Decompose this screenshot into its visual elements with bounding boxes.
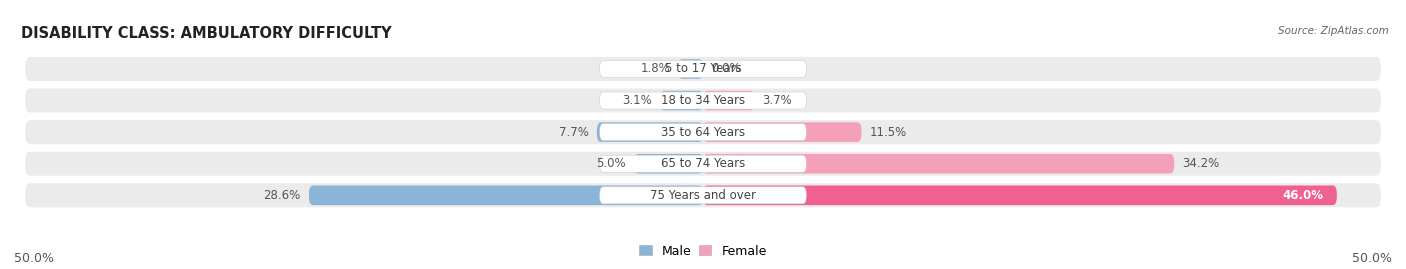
Text: 50.0%: 50.0%	[14, 252, 53, 265]
Text: 5 to 17 Years: 5 to 17 Years	[665, 62, 741, 75]
FancyBboxPatch shape	[703, 91, 754, 110]
Text: 3.1%: 3.1%	[623, 94, 652, 107]
FancyBboxPatch shape	[599, 187, 807, 204]
Text: Source: ZipAtlas.com: Source: ZipAtlas.com	[1278, 26, 1389, 36]
Text: DISABILITY CLASS: AMBULATORY DIFFICULTY: DISABILITY CLASS: AMBULATORY DIFFICULTY	[21, 26, 392, 41]
FancyBboxPatch shape	[309, 186, 703, 205]
Text: 65 to 74 Years: 65 to 74 Years	[661, 157, 745, 170]
FancyBboxPatch shape	[599, 123, 807, 141]
Text: 46.0%: 46.0%	[1282, 189, 1323, 202]
FancyBboxPatch shape	[598, 122, 703, 142]
Text: 34.2%: 34.2%	[1182, 157, 1220, 170]
Text: 1.8%: 1.8%	[640, 62, 669, 75]
Text: 35 to 64 Years: 35 to 64 Years	[661, 126, 745, 139]
Text: 18 to 34 Years: 18 to 34 Years	[661, 94, 745, 107]
Text: 28.6%: 28.6%	[263, 189, 301, 202]
FancyBboxPatch shape	[678, 59, 703, 79]
Text: 50.0%: 50.0%	[1353, 252, 1392, 265]
Text: 75 Years and over: 75 Years and over	[650, 189, 756, 202]
FancyBboxPatch shape	[599, 155, 807, 172]
Text: 7.7%: 7.7%	[558, 126, 589, 139]
FancyBboxPatch shape	[661, 91, 703, 110]
Text: 5.0%: 5.0%	[596, 157, 626, 170]
Text: 3.7%: 3.7%	[762, 94, 792, 107]
FancyBboxPatch shape	[25, 183, 1381, 207]
Text: 11.5%: 11.5%	[870, 126, 907, 139]
FancyBboxPatch shape	[25, 57, 1381, 81]
FancyBboxPatch shape	[703, 154, 1174, 174]
FancyBboxPatch shape	[25, 152, 1381, 176]
Legend: Male, Female: Male, Female	[634, 239, 772, 263]
FancyBboxPatch shape	[703, 122, 862, 142]
FancyBboxPatch shape	[25, 89, 1381, 112]
FancyBboxPatch shape	[634, 154, 703, 174]
FancyBboxPatch shape	[703, 186, 1337, 205]
FancyBboxPatch shape	[599, 61, 807, 77]
FancyBboxPatch shape	[25, 120, 1381, 144]
FancyBboxPatch shape	[599, 92, 807, 109]
Text: 0.0%: 0.0%	[711, 62, 741, 75]
